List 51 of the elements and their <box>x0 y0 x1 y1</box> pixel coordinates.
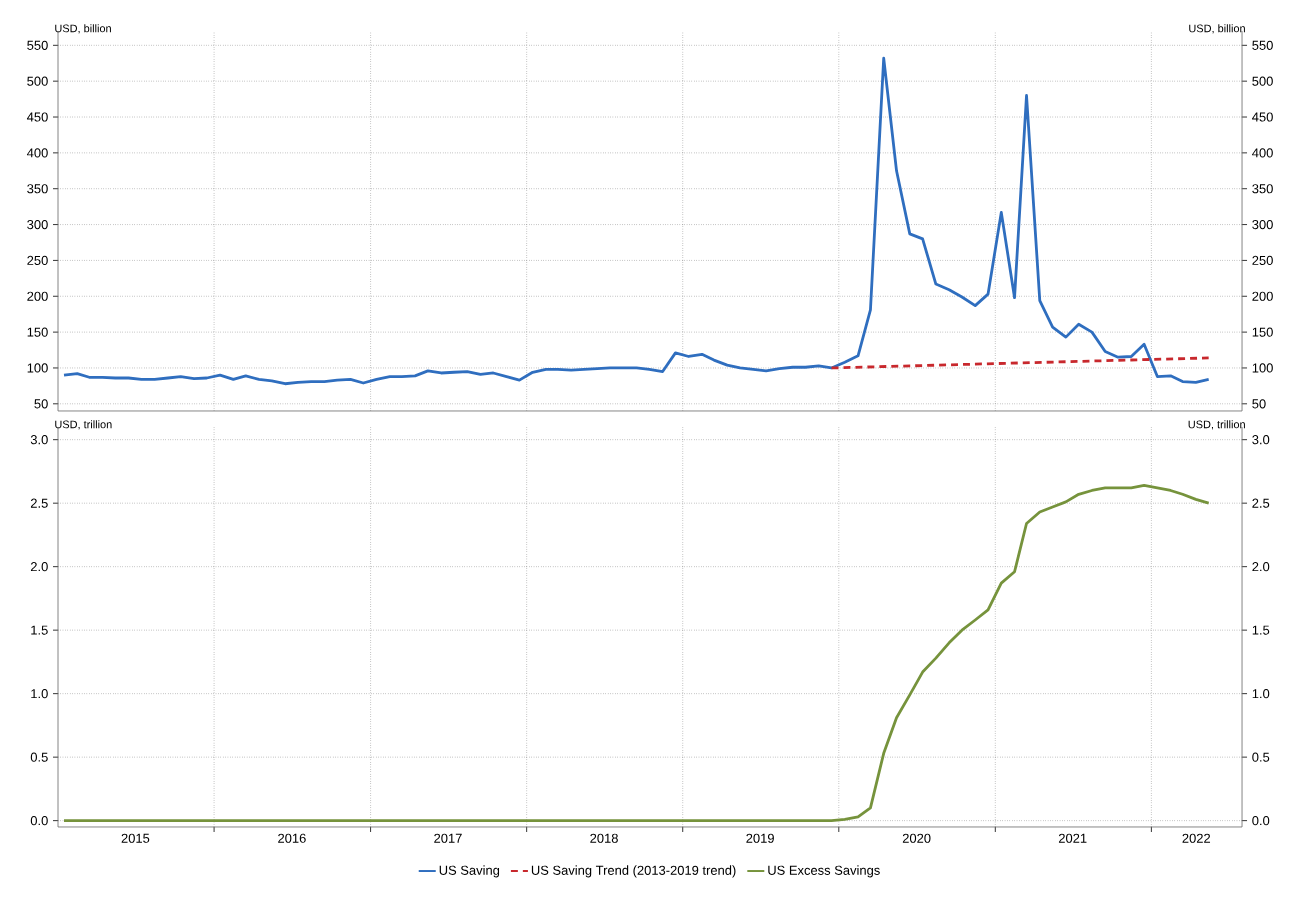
y-tick-label: 200 <box>27 291 48 301</box>
x-tick-label: 2021 <box>1058 833 1087 843</box>
y2-tick-label: 300 <box>1252 219 1273 230</box>
y-tick-label: 2.0 <box>30 562 48 572</box>
text: US Saving Trend (2013-2019 trend) <box>531 865 736 878</box>
y-tick-label: 550 <box>27 40 48 50</box>
x-tick-label: 2022 <box>1182 833 1211 843</box>
y-axis-title: USD, billion <box>55 24 111 34</box>
y-tick-label: 1.5 <box>31 625 48 635</box>
y2-axis-title: USD, billion <box>1189 24 1245 34</box>
y2-tick-label: 550 <box>1252 40 1273 50</box>
y-tick-label: 50 <box>34 399 48 409</box>
y2-tick-label: 0.0 <box>1252 816 1270 826</box>
x-tick-label: 2019 <box>746 833 774 843</box>
y-tick-label: 2.5 <box>30 498 48 508</box>
y-tick-label: 0.5 <box>30 752 48 762</box>
y2-tick-label: 0.5 <box>1252 752 1270 762</box>
y2-tick-label: 150 <box>1252 327 1273 337</box>
y2-tick-label: 100 <box>1252 363 1273 373</box>
y2-tick-label: 1.5 <box>1252 625 1270 635</box>
x-tick-label: 2016 <box>278 833 306 843</box>
y-tick-label: 350 <box>27 184 48 194</box>
y2-tick-label: 2.0 <box>1252 562 1270 572</box>
y2-tick-label: 1.0 <box>1252 689 1270 699</box>
x-tick-label: 2017 <box>434 833 462 843</box>
y-tick-label: 1.0 <box>31 689 48 699</box>
y-axis-title: USD, trillion <box>55 420 112 430</box>
y-tick-label: 450 <box>26 112 48 122</box>
x-tick-label: 2020 <box>902 833 931 843</box>
y2-tick-label: 2.5 <box>1252 498 1270 508</box>
y-tick-label: 300 <box>27 219 48 230</box>
y2-tick-label: 500 <box>1252 76 1273 86</box>
y2-tick-label: 400 <box>1252 148 1273 158</box>
legend-label: US Excess Savings <box>768 865 880 878</box>
y-tick-label: 3.0 <box>30 435 48 445</box>
y-tick-label: 0.0 <box>30 816 48 826</box>
x-tick-label: 2015 <box>121 833 150 843</box>
x-tick-label: 2018 <box>590 833 618 843</box>
y2-tick-label: 50 <box>1252 399 1266 409</box>
y2-tick-label: 200 <box>1252 291 1273 301</box>
y2-tick-label: 350 <box>1252 184 1273 194</box>
y-tick-label: 100 <box>27 363 48 373</box>
y-tick-label: 400 <box>26 148 48 158</box>
y-tick-label: 150 <box>27 327 48 337</box>
y-tick-label: 250 <box>27 255 48 265</box>
y-tick-label: 500 <box>27 76 48 86</box>
text: US Saving <box>439 865 500 878</box>
y2-axis-title: USD, trillion <box>1188 420 1245 430</box>
y2-tick-label: 3.0 <box>1252 435 1270 445</box>
y2-tick-label: 450 <box>1252 112 1273 122</box>
y2-tick-label: 250 <box>1252 255 1273 265</box>
